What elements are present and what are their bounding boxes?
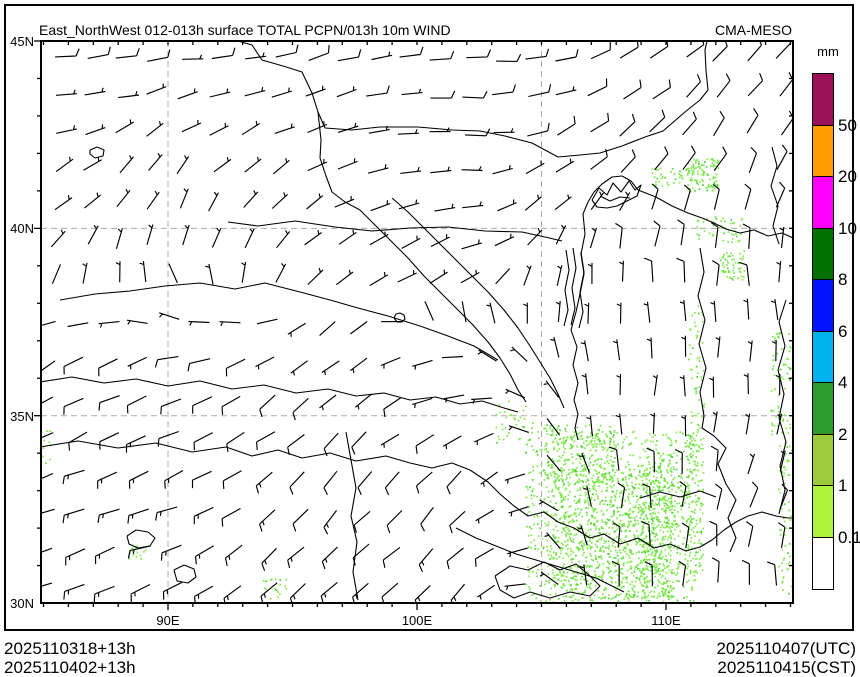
wind-barbs-layer (41, 41, 793, 603)
colorbar-tick-label-2: 2 (838, 424, 848, 444)
boundary-line (563, 249, 570, 327)
footer-init-line-1: 2025110318+13h (4, 639, 136, 658)
boundary-line (572, 346, 579, 441)
boundary-line (570, 247, 577, 326)
boundary-line (317, 111, 361, 211)
boundaries-layer (41, 41, 793, 601)
boundary-line (469, 469, 793, 552)
model-name: CMA-MESO (715, 22, 792, 38)
lon-tick-label-100E: 100E (401, 613, 433, 628)
boundary-line (697, 247, 737, 553)
boundary-line (770, 146, 780, 245)
colorbar-band-8 (813, 486, 833, 538)
boundary-line (126, 529, 156, 549)
precip-dots-light (41, 158, 793, 603)
colorbar-tick-label-1: 1 (838, 476, 848, 495)
lon-tick-label-90E: 90E (156, 613, 180, 628)
footer-valid-utc: 2025110407(UTC) (716, 639, 856, 658)
figure-border (4, 4, 854, 631)
boundary-line (89, 146, 105, 159)
map-frame (40, 40, 794, 604)
colorbar-tick-label-20: 20 (838, 167, 857, 186)
colorbar-band-6 (813, 383, 833, 435)
boundary-line (393, 312, 406, 323)
lat-tick-label-30N: 30N (10, 596, 34, 612)
boundary-line (59, 282, 499, 361)
boundary-line (599, 195, 631, 202)
colorbar-tick-label-6: 6 (838, 321, 848, 341)
boundary-line (41, 440, 471, 471)
footer-init-line-2: 2025110402+13h (4, 658, 136, 677)
colorbar-band-4 (813, 280, 833, 332)
tick-layer (34, 40, 793, 610)
colorbar-tick-label-4: 4 (838, 373, 848, 392)
colorbar-band-0 (813, 74, 833, 126)
boundary-line (173, 564, 197, 584)
colorbar-band-9 (813, 537, 833, 589)
colorbar-tick-label-0.1: 0.1 (838, 527, 860, 547)
boundary-line (578, 251, 585, 329)
boundary-line (591, 180, 642, 209)
boundary-line (237, 41, 709, 158)
map-content (41, 41, 793, 603)
colorbar (812, 73, 834, 590)
boundary-line (359, 209, 527, 403)
boundary-line (637, 189, 793, 239)
boundary-line (345, 431, 359, 601)
lat-tick-label-35N: 35N (10, 408, 34, 424)
lon-tick-label-110E: 110E (651, 613, 681, 628)
colorbar-tick-label-8: 8 (838, 270, 848, 289)
graticule-layer (41, 41, 793, 603)
colorbar-band-3 (813, 228, 833, 280)
boundary-line (391, 197, 565, 409)
boundary-line (455, 527, 625, 593)
boundary-line (639, 490, 717, 499)
lat-tick-label-45N: 45N (10, 34, 34, 49)
colorbar-band-7 (813, 434, 833, 486)
plot-title: East_NorthWest 012-013h surface TOTAL PC… (39, 22, 451, 38)
lat-tick-label-40N: 40N (10, 221, 34, 237)
colorbar-tick-label-50: 50 (838, 115, 857, 135)
footer-valid-cst: 2025110415(CST) (717, 658, 856, 677)
precipitation-layer (41, 158, 793, 603)
colorbar-band-5 (813, 331, 833, 383)
boundary-line (494, 561, 601, 599)
colorbar-band-2 (813, 177, 833, 229)
boundary-line (227, 220, 563, 242)
boundary-line (570, 175, 639, 348)
boundary-line (41, 376, 519, 413)
colorbar-tick-label-10: 10 (838, 218, 857, 238)
boundary-line (777, 299, 787, 515)
colorbar-unit-label: mm (817, 44, 839, 59)
colorbar-band-1 (813, 125, 833, 177)
